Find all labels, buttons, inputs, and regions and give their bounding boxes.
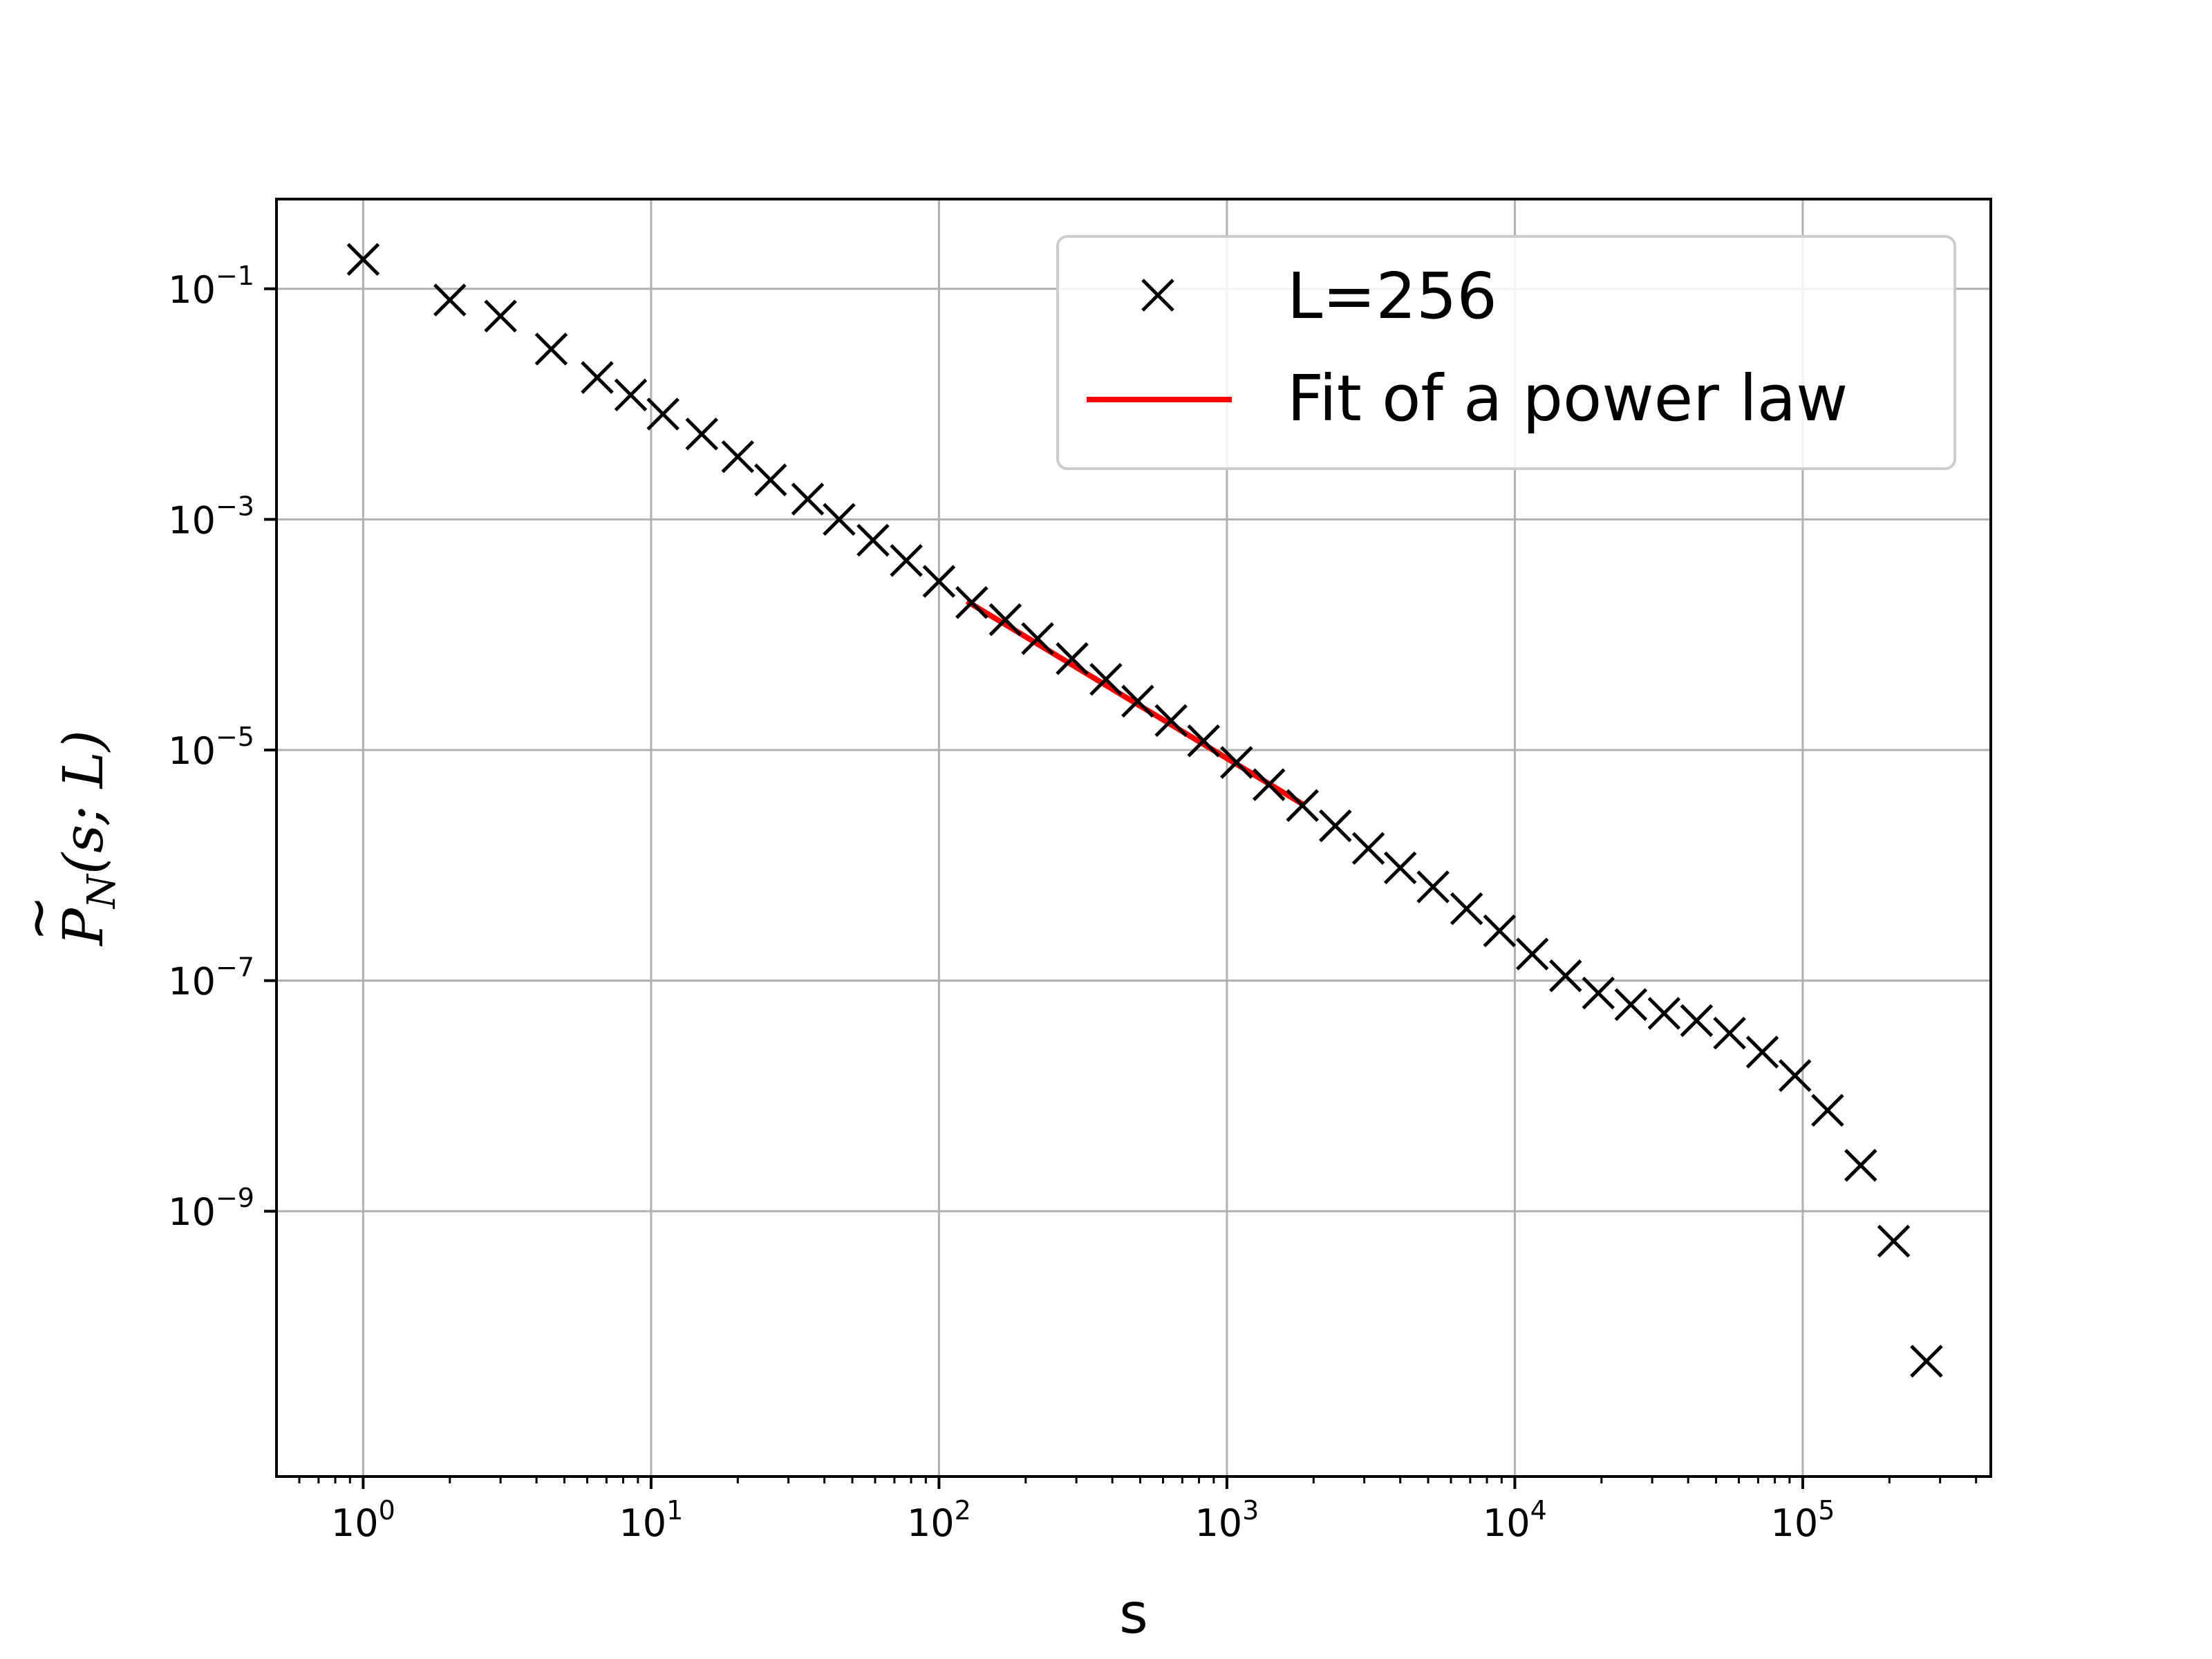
legend-entry-fit: Fit of a power law <box>1087 362 1848 435</box>
data-point-x-icon <box>484 299 517 333</box>
y-tick-label-base: 10 <box>168 960 216 1004</box>
data-point-x-icon <box>1351 832 1385 865</box>
data-point-x-icon <box>1548 959 1582 993</box>
x-tick-label-base: 10 <box>907 1501 955 1545</box>
data-point-x-icon <box>922 565 956 598</box>
y-axis-title: PN(s; L) ~ <box>6 730 124 947</box>
y-axis: 10−110−310−510−710−9 <box>168 261 276 1234</box>
data-point-x-icon <box>856 523 890 557</box>
y-axis-title-base: P <box>51 908 115 947</box>
x-axis: 100 101 102 103 104 105 <box>298 1477 1978 1545</box>
y-tick-label: 10−9 <box>168 1183 254 1234</box>
x-tick-label: 105 <box>1770 1495 1835 1545</box>
y-tick-label-exp: −7 <box>216 953 254 983</box>
x-tick-label-exp: 1 <box>666 1495 683 1526</box>
data-point-x-icon <box>1778 1059 1812 1092</box>
x-tick-label: 101 <box>619 1495 683 1545</box>
x-tick-label-base: 10 <box>331 1501 379 1545</box>
x-tick-label: 100 <box>331 1495 395 1545</box>
data-point-x-icon <box>890 544 923 577</box>
legend-marker-x-icon <box>1141 279 1174 312</box>
marker-layer <box>346 243 1943 1378</box>
y-tick-label: 10−1 <box>168 261 254 312</box>
x-tick-label-exp: 4 <box>1530 1495 1547 1526</box>
data-point-x-icon <box>1089 663 1123 696</box>
y-tick-label: 10−7 <box>168 953 254 1004</box>
data-point-x-icon <box>1515 937 1549 971</box>
data-point-x-icon <box>721 440 755 474</box>
y-tick-label-base: 10 <box>168 498 216 542</box>
data-point-x-icon <box>1220 746 1253 779</box>
y-axis-title-args: (s; L) <box>51 730 115 874</box>
y-axis-title-subscript: N <box>79 873 124 910</box>
y-tick-label: 10−3 <box>168 491 254 542</box>
data-point-x-icon <box>581 361 614 394</box>
legend-label-fit: Fit of a power law <box>1287 362 1848 435</box>
data-point-x-icon <box>1286 789 1319 823</box>
data-point-x-icon <box>646 397 679 431</box>
legend-label-data: L=256 <box>1287 259 1497 333</box>
y-tick-label: 10−5 <box>168 722 254 773</box>
x-axis-title: s <box>1119 1582 1148 1646</box>
data-point-x-icon <box>1021 622 1054 655</box>
x-tick-label-exp: 3 <box>1242 1495 1259 1526</box>
data-point-x-icon <box>1416 870 1450 903</box>
data-point-x-icon <box>1318 809 1352 843</box>
data-point-x-icon <box>1614 988 1648 1021</box>
y-tick-label-exp: −3 <box>216 491 254 521</box>
data-point-x-icon <box>1253 768 1286 801</box>
data-point-x-icon <box>1877 1224 1911 1258</box>
data-point-x-icon <box>433 283 467 317</box>
data-point-x-icon <box>1745 1035 1779 1069</box>
data-point-x-icon <box>1187 724 1220 758</box>
data-point-x-icon <box>988 603 1022 637</box>
data-point-x-icon <box>1647 997 1681 1030</box>
x-tick-label-exp: 2 <box>955 1495 971 1526</box>
x-tick-label: 104 <box>1483 1495 1547 1545</box>
y-axis-title-accent: ~ <box>6 895 70 941</box>
data-point-x-icon <box>1811 1094 1844 1127</box>
data-point-x-icon <box>791 482 825 516</box>
data-point-x-icon <box>1680 1004 1714 1038</box>
data-point-x-icon <box>534 332 568 366</box>
data-point-x-icon <box>1483 914 1517 948</box>
x-tick-label: 102 <box>907 1495 971 1545</box>
data-point-x-icon <box>1713 1016 1746 1050</box>
x-tick-label-exp: 5 <box>1818 1495 1835 1526</box>
data-point-x-icon <box>1910 1344 1943 1378</box>
svg-text:PN(s; L): PN(s; L) <box>51 730 124 947</box>
x-tick-label-exp: 0 <box>379 1495 395 1526</box>
data-point-x-icon <box>346 243 380 276</box>
data-point-x-icon <box>955 585 988 619</box>
data-point-x-icon <box>614 378 648 412</box>
y-tick-label-base: 10 <box>168 729 216 773</box>
data-point-x-icon <box>1121 684 1154 718</box>
data-point-x-icon <box>753 463 787 497</box>
x-tick-label-base: 10 <box>1770 1501 1818 1545</box>
data-point-x-icon <box>823 503 856 536</box>
axes-frame <box>275 198 1992 1478</box>
x-tick-label-base: 10 <box>1194 1501 1242 1545</box>
data-point-x-icon <box>1582 976 1615 1010</box>
legend-box <box>1056 235 1956 470</box>
y-tick-label-base: 10 <box>168 268 216 312</box>
legend-entry-data: L=256 <box>1141 259 1497 333</box>
y-tick-label-exp: −1 <box>216 261 254 291</box>
data-point-x-icon <box>1383 851 1417 885</box>
legend: L=256 Fit of a power law <box>1056 235 1956 470</box>
data-point-x-icon <box>1154 704 1188 738</box>
x-tick-label: 103 <box>1194 1495 1259 1545</box>
y-tick-label-exp: −5 <box>216 722 254 752</box>
y-tick-label-base: 10 <box>168 1190 216 1234</box>
data-point-x-icon <box>1056 642 1089 675</box>
data-point-x-icon <box>1450 892 1483 926</box>
data-point-x-icon <box>1844 1149 1877 1182</box>
x-tick-label-base: 10 <box>1483 1501 1530 1545</box>
y-tick-label-exp: −9 <box>216 1183 254 1213</box>
x-tick-label-base: 10 <box>619 1501 666 1545</box>
data-point-x-icon <box>685 418 719 451</box>
